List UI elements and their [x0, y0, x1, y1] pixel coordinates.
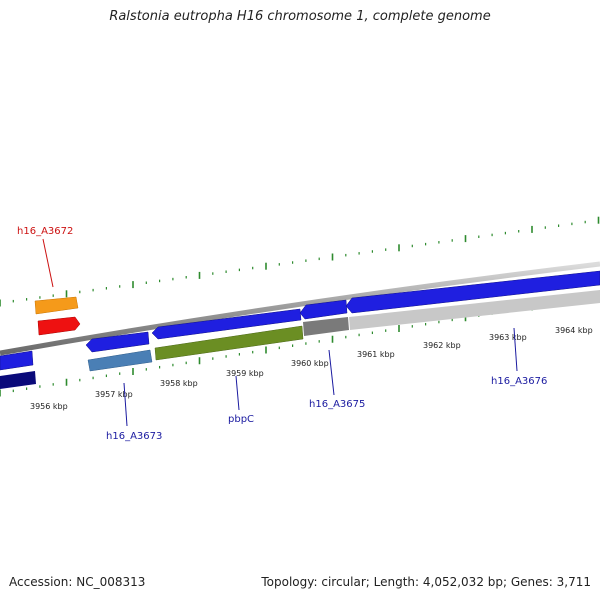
gene-arrow-lightgrey[interactable]	[349, 290, 600, 330]
gene-labels: h16_A3672 h16_A3673 pbpC h16_A3675 h16_A…	[17, 226, 547, 442]
outer-tick-ring	[0, 216, 600, 307]
leader-h16-a3673	[123, 382, 128, 427]
gene-label-h16-a3676[interactable]: h16_A3676	[491, 376, 547, 387]
gene-arrow-pbpc[interactable]	[151, 308, 302, 340]
gene-arrow-grey[interactable]	[303, 317, 349, 336]
kbp-label: 3962 kbp	[423, 341, 461, 350]
leader-h16-a3672	[42, 238, 54, 288]
kbp-scale-labels: 3956 kbp 3957 kbp 3958 kbp 3959 kbp 3960 kbp…	[30, 326, 593, 411]
map-title: Ralstonia eutropha H16 chromosome 1, com…	[109, 9, 491, 24]
gene-track	[0, 270, 600, 389]
gene-arrow-blue-left-edge[interactable]	[0, 350, 34, 371]
gene-label-h16-a3675[interactable]: h16_A3675	[309, 399, 365, 410]
kbp-label: 3959 kbp	[226, 369, 264, 378]
kbp-label: 3964 kbp	[555, 326, 593, 335]
kbp-label: 3958 kbp	[160, 379, 198, 388]
kbp-label: 3961 kbp	[357, 350, 395, 359]
gene-leader-lines	[42, 238, 518, 427]
leader-pbpc	[235, 375, 240, 411]
kbp-label: 3963 kbp	[489, 333, 527, 342]
gene-arrow-h16-a3676[interactable]	[345, 270, 600, 314]
gene-arrow-navy[interactable]	[0, 371, 36, 389]
gene-arrow-h16-a3673[interactable]	[85, 331, 150, 353]
gene-label-h16-a3672[interactable]: h16_A3672	[17, 226, 73, 237]
gene-arrow-steelblue[interactable]	[87, 349, 153, 372]
gene-arrow-orange[interactable]	[34, 296, 79, 315]
kbp-label: 3956 kbp	[30, 402, 68, 411]
gene-label-pbpc[interactable]: pbpC	[228, 414, 254, 425]
leader-h16-a3675	[328, 349, 335, 396]
gene-arrow-red[interactable]	[37, 316, 81, 336]
accession-label: Accession: NC_008313	[9, 575, 146, 589]
chromosome-backbone	[0, 261, 600, 356]
genome-summary: Topology: circular; Length: 4,052,032 bp…	[261, 575, 591, 589]
gene-arrow-olive[interactable]	[154, 325, 304, 361]
kbp-label: 3957 kbp	[95, 390, 133, 399]
kbp-label: 3960 kbp	[291, 359, 329, 368]
gene-label-h16-a3673[interactable]: h16_A3673	[106, 431, 162, 442]
leader-h16-a3676	[513, 327, 518, 372]
